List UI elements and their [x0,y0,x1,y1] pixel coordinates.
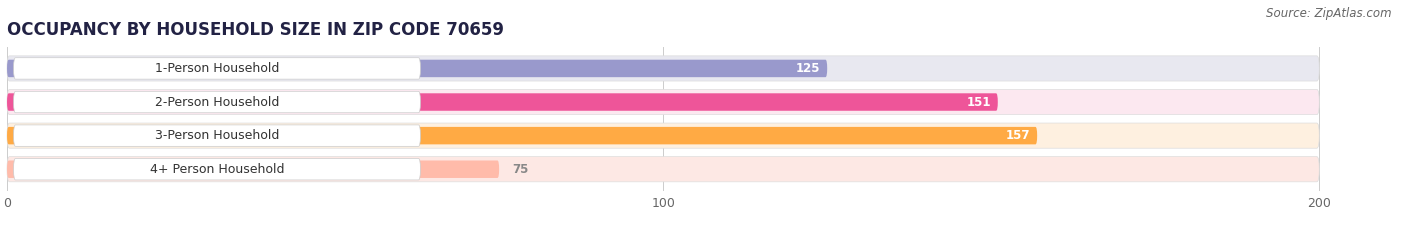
FancyBboxPatch shape [7,127,1038,144]
FancyBboxPatch shape [7,89,1319,115]
FancyBboxPatch shape [14,91,420,113]
Text: 1-Person Household: 1-Person Household [155,62,280,75]
Text: Source: ZipAtlas.com: Source: ZipAtlas.com [1267,7,1392,20]
Text: 4+ Person Household: 4+ Person Household [150,163,284,176]
FancyBboxPatch shape [14,158,420,180]
Text: 125: 125 [796,62,821,75]
FancyBboxPatch shape [7,161,499,178]
FancyBboxPatch shape [7,60,827,77]
Text: 157: 157 [1007,129,1031,142]
Text: 2-Person Household: 2-Person Household [155,96,280,109]
Text: 151: 151 [967,96,991,109]
Text: OCCUPANCY BY HOUSEHOLD SIZE IN ZIP CODE 70659: OCCUPANCY BY HOUSEHOLD SIZE IN ZIP CODE … [7,21,503,39]
Text: 75: 75 [512,163,529,176]
FancyBboxPatch shape [14,58,420,79]
FancyBboxPatch shape [14,125,420,146]
FancyBboxPatch shape [7,93,998,111]
FancyBboxPatch shape [7,123,1319,148]
FancyBboxPatch shape [7,56,1319,81]
Text: 3-Person Household: 3-Person Household [155,129,280,142]
FancyBboxPatch shape [7,157,1319,182]
